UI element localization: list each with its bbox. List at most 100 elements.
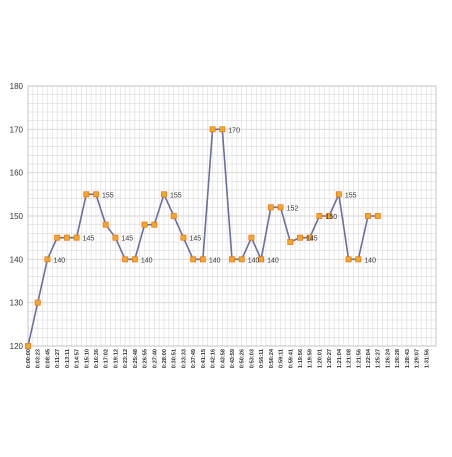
data-label: 140	[141, 257, 153, 264]
data-label: 150	[325, 214, 337, 221]
data-point	[326, 213, 333, 219]
x-tick-label: 0:11:27	[55, 349, 61, 368]
data-label: 140	[209, 257, 221, 264]
data-point	[131, 256, 138, 263]
x-tick-label: 0:08:45	[45, 349, 51, 368]
x-tick-label: 0:14:57	[75, 349, 81, 368]
plot-area-border	[27, 85, 437, 347]
x-tick-label: 0:56:24	[269, 348, 275, 368]
data-label: 155	[170, 192, 182, 199]
data-point	[190, 256, 197, 263]
x-tick-label: 0:26:55	[143, 349, 149, 368]
x-tick-label: 0:30:51	[172, 349, 178, 368]
x-tick-label: 1:28:43	[405, 349, 411, 368]
x-tick-label: 1:22:04	[366, 348, 372, 368]
data-label: 145	[189, 236, 201, 243]
x-tick-label: 0:43:58	[220, 349, 226, 368]
x-tick-label: 0:41:15	[201, 349, 207, 368]
data-point	[112, 234, 119, 241]
data-point	[170, 213, 177, 219]
data-point	[44, 256, 51, 263]
data-point	[161, 191, 167, 198]
data-label: 140	[248, 257, 260, 264]
x-tick-label: 0:13:11	[65, 349, 71, 368]
x-tick-label: 1:29:07	[415, 349, 421, 368]
data-point	[54, 234, 61, 241]
x-tick-label: 1:26:28	[395, 349, 401, 368]
x-tick-label: 1:25:27	[376, 349, 382, 368]
x-tick-label: 1:20:27	[327, 349, 333, 368]
x-tick-label: 0:17:02	[104, 349, 110, 368]
axes: 120 130 140 150 160 170 180 0:00:00 0:03:23 0:08:…	[10, 82, 437, 368]
x-tick-label: 0:37:49	[191, 349, 197, 368]
x-tick-label: 0:43:59	[230, 349, 236, 368]
x-tick-label: 0:27:40	[152, 349, 158, 368]
y-tick-label: 150	[10, 212, 24, 221]
data-label: 145	[83, 236, 95, 243]
data-point	[365, 213, 371, 219]
data-label: 140	[267, 257, 279, 264]
x-tick-label: 0:00:00	[26, 349, 32, 368]
data-point	[63, 234, 70, 241]
data-labels: 140 145 155 145 140 155 145 140 170 140 140 152 145 1…	[53, 127, 376, 264]
data-point	[34, 299, 41, 306]
data-point	[219, 126, 226, 133]
data-label: 152	[287, 205, 299, 212]
data-point	[238, 256, 245, 263]
data-point	[297, 234, 303, 241]
data-point	[102, 221, 109, 228]
data-point	[151, 221, 158, 228]
data-point	[122, 256, 129, 263]
data-label: 170	[228, 127, 240, 134]
data-point	[209, 126, 216, 133]
y-tick-label: 130	[10, 299, 24, 308]
x-tick-label: 1:26:24	[385, 348, 391, 368]
y-tick-label: 180	[10, 82, 24, 91]
y-tick-label: 140	[10, 255, 24, 264]
x-tick-label: 0:25:48	[133, 349, 139, 368]
x-tick-label: 1:21:56	[356, 349, 362, 368]
y-tick-label: 120	[10, 342, 24, 351]
data-point	[83, 191, 90, 198]
data-point	[277, 204, 284, 211]
x-tick-label: 0:59:41	[288, 349, 294, 368]
x-tick-label: 0:59:11	[279, 349, 285, 368]
x-tick-label: 1:19:59	[308, 349, 314, 368]
data-label: 155	[102, 192, 114, 199]
x-tick-label: 1:31:56	[424, 349, 430, 368]
x-tick-label: 1:21:04	[337, 348, 343, 368]
x-tick-label: 0:03:23	[36, 349, 42, 368]
x-tick-label: 0:28:00	[162, 349, 168, 368]
data-point	[248, 234, 255, 241]
data-point	[229, 256, 235, 263]
data-point	[180, 234, 187, 241]
x-tick-label: 0:42:16	[211, 349, 217, 368]
markers	[25, 126, 381, 349]
x-tick-label: 0:19:12	[113, 349, 119, 368]
data-label: 145	[306, 236, 318, 243]
data-point	[199, 256, 206, 263]
data-label: 155	[345, 192, 357, 199]
data-point	[93, 191, 99, 198]
data-label: 145	[121, 236, 133, 243]
data-label: 140	[53, 257, 65, 264]
y-tick-label: 170	[10, 125, 24, 134]
data-point	[258, 256, 265, 263]
data-point	[355, 256, 362, 263]
grid	[27, 85, 437, 347]
x-tick-label: 0:15:10	[84, 349, 90, 368]
x-tick-label: 1:20:01	[317, 349, 323, 368]
data-point	[345, 256, 352, 263]
data-point	[335, 191, 342, 198]
data-point	[267, 204, 274, 211]
data-point	[306, 234, 313, 241]
data-point	[316, 213, 323, 219]
x-tick-label: 0:33:33	[181, 349, 187, 368]
x-tick-label: 1:19:56	[298, 349, 304, 368]
x-tick-label: 0:50:26	[240, 349, 246, 368]
x-tick-label: 1:21:08	[347, 349, 353, 368]
y-tick-label: 160	[10, 169, 24, 178]
data-point	[25, 343, 31, 349]
